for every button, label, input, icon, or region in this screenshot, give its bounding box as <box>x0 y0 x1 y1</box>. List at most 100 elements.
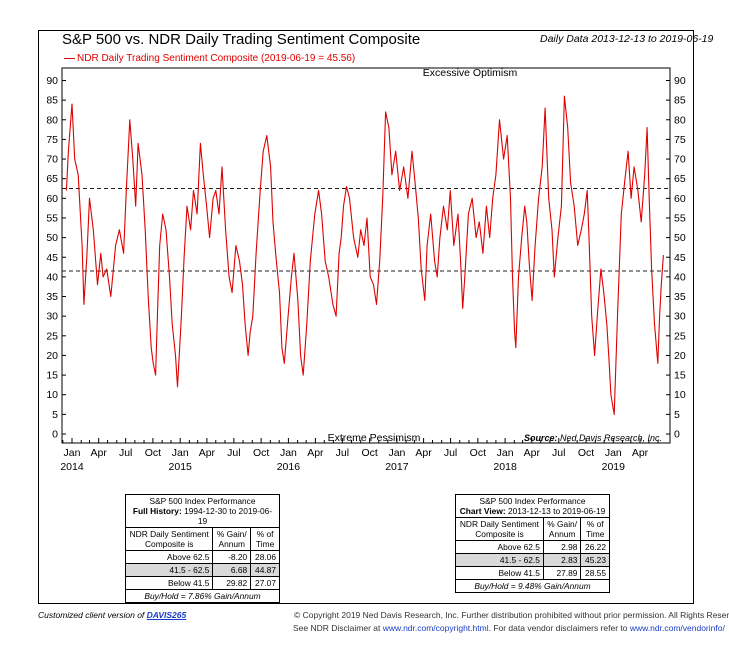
y-tick-label-left: 80 <box>46 114 58 126</box>
y-tick-label-right: 80 <box>674 114 686 126</box>
x-year-label: 2019 <box>602 461 626 473</box>
row-label: Below 41.5 <box>455 566 544 580</box>
x-year-label: 2016 <box>277 461 301 473</box>
x-tick-label: Jul <box>119 447 132 459</box>
y-tick-label-right: 20 <box>674 350 686 362</box>
y-tick-label-left: 35 <box>46 291 58 303</box>
table-row: 41.5 - 62.5 2.83 45.23 <box>455 553 610 567</box>
y-tick-label-right: 50 <box>674 232 686 244</box>
y-tick-label-right: 5 <box>674 409 680 421</box>
period-label: Chart View: <box>459 506 506 516</box>
x-tick-label: Jan <box>605 447 622 459</box>
disclaimer-prefix: See NDR Disclaimer at <box>293 623 381 633</box>
x-tick-label: Oct <box>578 447 594 459</box>
y-tick-label-left: 75 <box>46 134 58 146</box>
sentiment-series-line <box>65 95 664 415</box>
y-tick-label-right: 15 <box>674 370 686 382</box>
x-tick-label: Jan <box>280 447 297 459</box>
y-tick-label-left: 30 <box>46 311 58 323</box>
y-tick-label-left: 15 <box>46 370 58 382</box>
col-header-time: % of <box>586 519 604 529</box>
x-tick-label: Jan <box>64 447 81 459</box>
row-time: 26.22 <box>580 540 610 554</box>
x-tick-label: Apr <box>632 447 649 459</box>
table-row: Below 41.5 27.89 28.55 <box>455 566 610 580</box>
legend: NDR Daily Trading Sentiment Composite (2… <box>64 53 355 64</box>
col-header-gain: % Gain/ <box>216 529 247 539</box>
y-tick-label-right: 10 <box>674 389 686 401</box>
annotation-extreme-pessimism: Extreme Pessimism <box>328 432 421 444</box>
y-tick-label-right: 45 <box>674 252 686 264</box>
x-tick-label: Apr <box>91 447 108 459</box>
row-label: Below 41.5 <box>124 576 214 590</box>
row-gain: 6.68 <box>212 563 252 577</box>
col-header-time-2: Time <box>255 539 275 549</box>
col-header-sentiment-2: Composite is <box>144 539 194 549</box>
period-range: 2013-12-13 to 2019-06-19 <box>507 506 606 516</box>
x-year-label: 2014 <box>60 461 84 473</box>
x-tick-label: Jul <box>444 447 457 459</box>
y-tick-label-left: 50 <box>46 232 58 244</box>
row-gain: 27.89 <box>542 566 582 580</box>
y-tick-label-right: 60 <box>674 193 686 205</box>
buy-hold: Buy/Hold = 9.48% Gain/Annum <box>474 581 591 591</box>
y-tick-label-right: 25 <box>674 330 686 342</box>
date-range: Daily Data 2013-12-13 to 2019-06-19 <box>540 33 714 45</box>
buy-hold: Buy/Hold = 7.86% Gain/Annum <box>144 591 261 601</box>
col-header-gain: % Gain/ <box>547 519 578 529</box>
row-time: 45.23 <box>580 553 610 567</box>
copyright-link[interactable]: www.ndr.com/copyright.html <box>382 623 489 633</box>
y-tick-label-right: 55 <box>674 212 686 224</box>
col-header-time-2: Time <box>586 529 605 539</box>
y-tick-label-right: 0 <box>674 429 680 441</box>
x-tick-label: Jan <box>497 447 514 459</box>
y-tick-label-right: 40 <box>674 271 686 283</box>
x-tick-label: Jan <box>172 447 189 459</box>
source-note: Source: Ned Davis Research, Inc. <box>524 433 662 443</box>
y-tick-label-left: 45 <box>46 252 58 264</box>
table-row: Above 62.5 -8.20 28.06 <box>124 550 280 564</box>
y-tick-label-right: 85 <box>674 95 686 107</box>
y-tick-label-right: 70 <box>674 154 686 166</box>
y-tick-label-right: 35 <box>674 291 686 303</box>
performance-table-chart-view: S&P 500 Index Performance Chart View: 20… <box>455 494 610 593</box>
y-tick-label-left: 55 <box>46 212 58 224</box>
y-tick-label-right: 30 <box>674 311 686 323</box>
y-tick-label-left: 65 <box>46 173 58 185</box>
annotation-excessive-optimism: Excessive Optimism <box>423 67 518 79</box>
davis-link[interactable]: DAVIS265 <box>146 610 187 620</box>
y-tick-label-left: 85 <box>46 95 58 107</box>
x-tick-label: Oct <box>470 447 486 459</box>
x-tick-label: Jul <box>336 447 349 459</box>
col-header-sentiment: NDR Daily Sentiment <box>459 519 539 529</box>
x-tick-label: Oct <box>361 447 377 459</box>
x-tick-label: Oct <box>253 447 269 459</box>
period-label: Full History: <box>132 506 182 516</box>
col-header-sentiment: NDR Daily Sentiment <box>129 529 209 539</box>
legend-label: NDR Daily Trading Sentiment Composite (2… <box>77 53 356 64</box>
x-tick-label: Jan <box>388 447 405 459</box>
copyright-note: © Copyright 2019 Ned Davis Research, Inc… <box>294 610 729 620</box>
plot-area-border <box>61 67 671 444</box>
disclaimer-note: See NDR Disclaimer at www.ndr.com/copyri… <box>293 623 725 633</box>
y-tick-label-left: 20 <box>46 350 58 362</box>
y-tick-label-left: 0 <box>52 429 58 441</box>
client-version-note: Customized client version of DAVIS265 <box>38 610 186 620</box>
x-tick-label: Jul <box>227 447 240 459</box>
chart-title: S&P 500 vs. NDR Daily Trading Sentiment … <box>62 31 421 48</box>
y-tick-label-left: 10 <box>46 389 58 401</box>
table-row: Below 41.5 29.82 27.07 <box>124 576 280 590</box>
row-gain: 29.82 <box>212 576 252 590</box>
y-tick-label-left: 25 <box>46 330 58 342</box>
row-gain: 2.83 <box>542 553 582 567</box>
table-title: S&P 500 Index Performance <box>149 496 256 506</box>
row-label: Above 62.5 <box>124 550 214 564</box>
vendorinfo-link[interactable]: www.ndr.com/vendorinfo/ <box>629 623 725 633</box>
y-tick-label-left: 70 <box>46 154 58 166</box>
source-label: Source: <box>524 433 560 443</box>
y-tick-label-right: 75 <box>674 134 686 146</box>
x-tick-label: Jul <box>552 447 565 459</box>
row-time: 27.07 <box>250 576 280 590</box>
x-tick-label: Oct <box>145 447 161 459</box>
